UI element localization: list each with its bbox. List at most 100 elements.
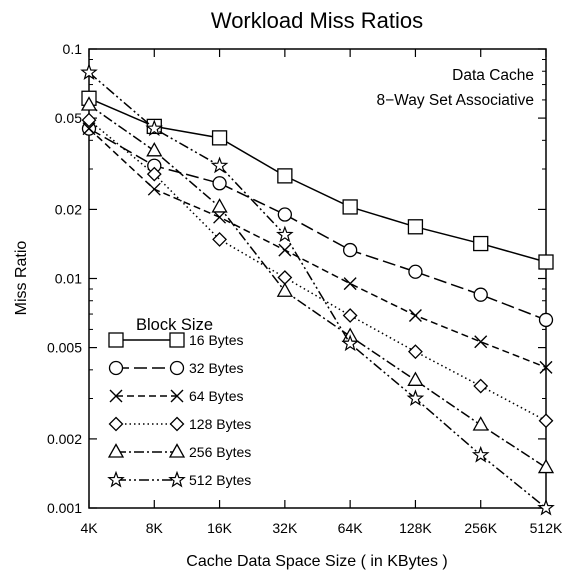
y-tick-label: 0.002 — [47, 431, 82, 447]
y-tick-label: 0.02 — [55, 201, 82, 217]
series-64-bytes — [82, 122, 553, 374]
data-point-star — [276, 225, 294, 243]
data-point-star — [537, 498, 555, 516]
data-point-x — [539, 360, 553, 374]
chart-title: Workload Miss Ratios — [211, 8, 423, 33]
annotation-line-1: Data Cache — [452, 67, 534, 84]
data-point-triangle — [407, 371, 424, 386]
legend-marker-x — [170, 389, 184, 403]
legend-entry: 128 Bytes — [108, 416, 251, 432]
data-point-triangle — [537, 458, 555, 474]
data-point-square — [407, 219, 424, 235]
legend-label: 512 Bytes — [189, 472, 251, 488]
data-point-triangle — [472, 416, 489, 431]
legend: Block Size 16 Bytes 32 Bytes 64 Bytes 128 B… — [107, 316, 251, 488]
legend-marker-triangle — [107, 443, 125, 458]
data-point-star — [80, 63, 98, 80]
data-point-star — [341, 334, 359, 352]
series-256-bytes — [80, 96, 555, 474]
x-tick-label: 32K — [272, 520, 298, 536]
data-point-star — [406, 389, 425, 406]
data-point-diamond — [408, 344, 423, 360]
data-point-diamond — [146, 166, 162, 182]
data-point-square — [538, 254, 554, 270]
data-point-square — [342, 199, 358, 215]
y-tick-label: 0.001 — [47, 500, 82, 516]
data-point-diamond — [342, 308, 358, 323]
y-tick-label: 0.01 — [55, 271, 82, 287]
data-point-circle — [473, 287, 488, 302]
legend-marker-diamond — [169, 416, 185, 432]
legend-entry: 256 Bytes — [107, 443, 251, 460]
data-point-circle — [212, 176, 227, 191]
y-tick-label: 0.1 — [63, 41, 83, 57]
legend-label: 128 Bytes — [189, 416, 251, 432]
legend-marker-square — [169, 332, 185, 348]
series-line — [88, 71, 547, 509]
legend-marker-x — [109, 389, 123, 403]
series-line — [88, 128, 547, 369]
x-tick-label: 64K — [338, 520, 364, 536]
y-axis-label: Miss Ratio — [13, 241, 30, 316]
series-128-bytes — [81, 112, 554, 429]
legend-entry: 512 Bytes — [107, 470, 251, 488]
series-line — [88, 127, 547, 321]
data-point-diamond — [277, 270, 293, 285]
data-point-triangle — [211, 198, 228, 213]
legend-label: 16 Bytes — [189, 332, 243, 348]
data-point-x — [82, 122, 96, 136]
legend-label: 64 Bytes — [189, 388, 243, 404]
data-point-circle — [408, 264, 423, 279]
series-line — [88, 97, 547, 263]
legend-marker-star — [168, 470, 186, 488]
data-point-diamond — [473, 378, 489, 394]
data-point-x — [213, 210, 227, 224]
legend-marker-star — [107, 470, 125, 488]
legend-entry: 64 Bytes — [109, 388, 243, 404]
data-point-star — [145, 119, 164, 137]
data-point-circle — [538, 312, 554, 328]
data-point-x — [147, 182, 161, 196]
legend-label: 32 Bytes — [189, 360, 243, 376]
data-point-circle — [342, 242, 358, 258]
x-tick-label: 512K — [530, 520, 563, 536]
legend-marker-circle — [108, 360, 124, 376]
series-512-bytes — [80, 63, 555, 516]
data-point-diamond — [81, 112, 97, 128]
plot-frame — [88, 48, 547, 509]
legend-entry: 32 Bytes — [108, 360, 243, 376]
legend-title: Block Size — [136, 316, 213, 334]
series-layer — [80, 63, 555, 516]
data-point-star — [471, 445, 490, 463]
data-point-circle — [277, 207, 293, 222]
data-point-x — [474, 335, 488, 349]
x-tick-label: 256K — [464, 520, 497, 536]
legend-marker-square — [108, 332, 124, 348]
data-point-star — [210, 156, 229, 174]
legend-marker-circle — [169, 360, 185, 376]
x-tick-label: 128K — [399, 520, 432, 536]
legend-entry: 16 Bytes — [108, 332, 243, 348]
legend-label: 256 Bytes — [189, 444, 251, 460]
data-point-x — [278, 243, 292, 257]
series-16-bytes — [81, 90, 554, 270]
data-point-triangle — [146, 141, 163, 157]
data-point-x — [343, 277, 357, 291]
annotation-line-2: 8−Way Set Associative — [376, 92, 534, 109]
x-axis: 4K 8K 16K 32K 64K 128K 256K 512K — [80, 49, 563, 536]
x-tick-label: 4K — [80, 520, 98, 536]
data-point-x — [408, 308, 422, 322]
data-point-triangle — [276, 282, 293, 297]
data-point-square — [277, 168, 293, 184]
y-axis: 0.001 0.002 0.005 0.01 0.02 0.05 0.1 — [47, 41, 546, 516]
data-point-triangle — [80, 96, 98, 111]
data-point-diamond — [538, 413, 554, 429]
data-point-diamond — [212, 232, 227, 247]
data-point-square — [211, 130, 228, 146]
data-point-square — [473, 235, 489, 252]
y-tick-label: 0.05 — [55, 110, 82, 126]
series-line — [88, 104, 547, 469]
legend-marker-triangle — [168, 443, 186, 458]
x-axis-label: Cache Data Space Size ( in KBytes ) — [186, 553, 447, 570]
